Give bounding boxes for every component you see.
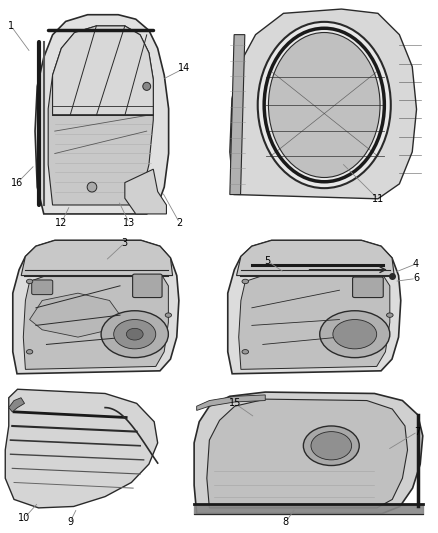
Polygon shape — [5, 389, 158, 508]
Circle shape — [26, 279, 33, 284]
Circle shape — [165, 313, 172, 317]
FancyBboxPatch shape — [353, 277, 383, 297]
Polygon shape — [35, 15, 169, 214]
Text: 15: 15 — [229, 398, 241, 408]
Text: 11: 11 — [372, 194, 384, 204]
Polygon shape — [23, 276, 168, 369]
Polygon shape — [194, 505, 423, 514]
Circle shape — [333, 320, 377, 349]
Polygon shape — [48, 26, 153, 205]
Polygon shape — [207, 399, 407, 508]
Text: 8: 8 — [283, 517, 289, 527]
Polygon shape — [194, 392, 423, 514]
Circle shape — [114, 320, 156, 349]
Polygon shape — [30, 293, 120, 337]
Polygon shape — [125, 169, 166, 214]
Text: 16: 16 — [11, 177, 24, 188]
Polygon shape — [237, 240, 394, 276]
Circle shape — [143, 82, 151, 91]
Text: 14: 14 — [178, 63, 190, 74]
Polygon shape — [239, 276, 390, 369]
Ellipse shape — [304, 426, 359, 465]
Polygon shape — [228, 240, 401, 374]
Text: 10: 10 — [18, 513, 31, 523]
Ellipse shape — [258, 22, 391, 188]
Circle shape — [101, 311, 168, 358]
Circle shape — [242, 279, 249, 284]
Text: 3: 3 — [121, 238, 127, 248]
Ellipse shape — [311, 432, 352, 460]
Circle shape — [320, 311, 390, 358]
Text: 5: 5 — [264, 256, 270, 266]
Circle shape — [26, 350, 33, 354]
Text: 9: 9 — [67, 517, 73, 527]
Ellipse shape — [268, 33, 380, 177]
Circle shape — [126, 328, 143, 340]
Text: 4: 4 — [413, 259, 419, 269]
Polygon shape — [53, 26, 153, 116]
Text: 6: 6 — [413, 273, 419, 284]
Circle shape — [87, 182, 97, 192]
FancyBboxPatch shape — [133, 274, 162, 297]
Text: 1: 1 — [8, 21, 14, 31]
Polygon shape — [21, 240, 173, 276]
Polygon shape — [9, 398, 25, 412]
Text: 7: 7 — [414, 426, 421, 437]
Polygon shape — [197, 395, 265, 410]
Text: 13: 13 — [123, 218, 135, 228]
Polygon shape — [13, 240, 179, 374]
Text: 2: 2 — [177, 218, 183, 228]
Polygon shape — [230, 9, 417, 199]
Circle shape — [242, 350, 249, 354]
FancyBboxPatch shape — [32, 280, 53, 295]
Circle shape — [386, 313, 393, 317]
Text: 12: 12 — [55, 218, 67, 228]
Polygon shape — [230, 35, 245, 195]
